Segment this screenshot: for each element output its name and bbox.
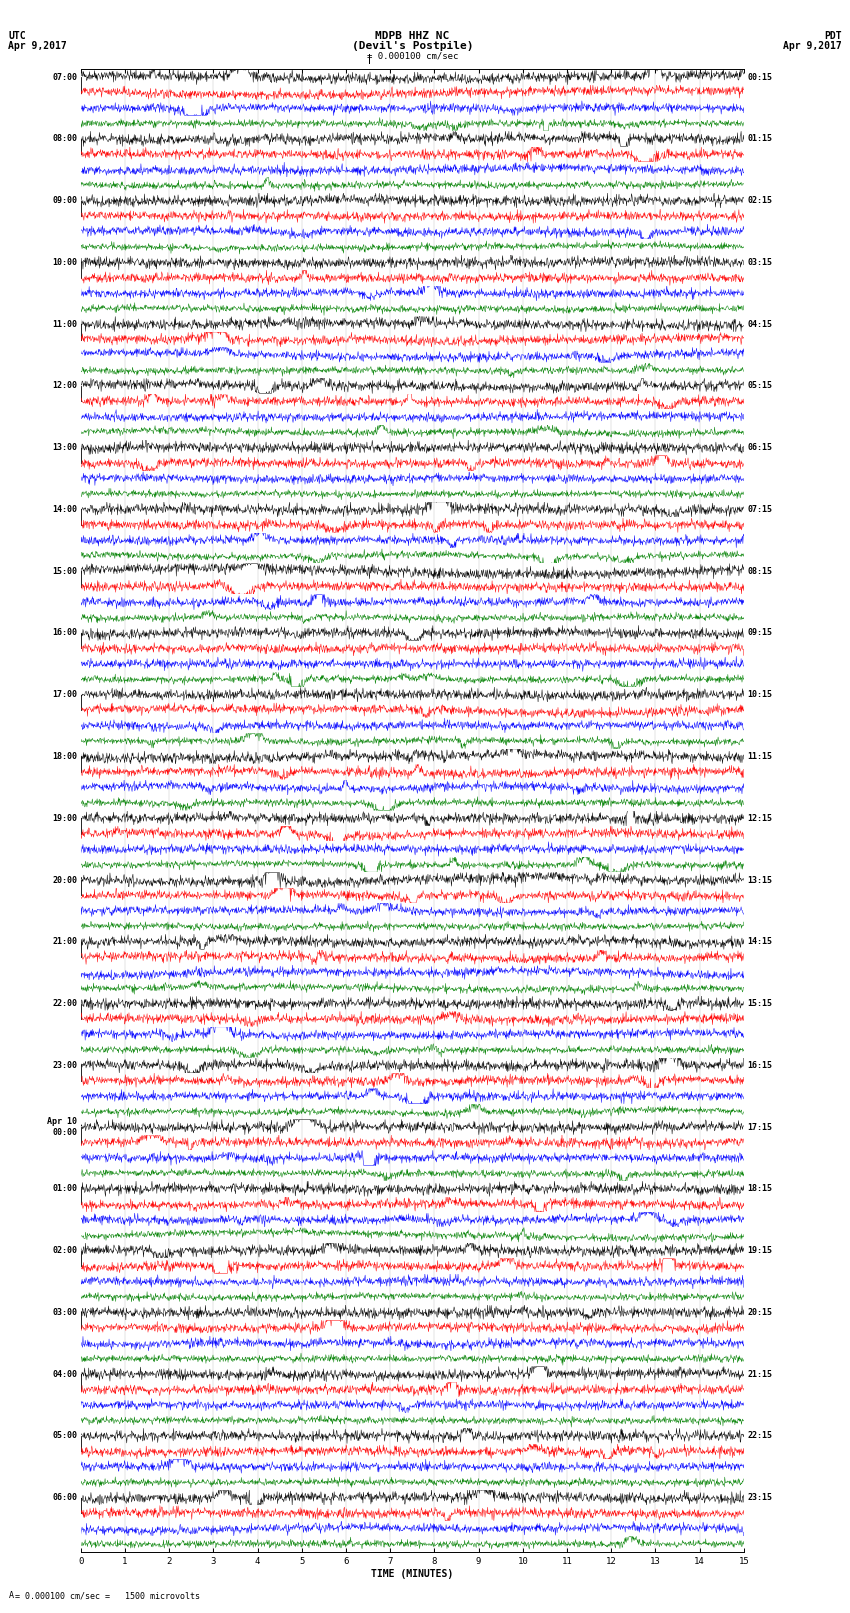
Text: 16:15: 16:15 bbox=[747, 1061, 772, 1069]
Text: 22:00: 22:00 bbox=[53, 998, 77, 1008]
Text: 09:00: 09:00 bbox=[53, 197, 77, 205]
Text: PDT: PDT bbox=[824, 31, 842, 40]
Text: 03:00: 03:00 bbox=[53, 1308, 77, 1316]
Text: 12:15: 12:15 bbox=[747, 813, 772, 823]
Text: 23:00: 23:00 bbox=[53, 1061, 77, 1069]
Text: A: A bbox=[8, 1590, 14, 1600]
Text: 03:15: 03:15 bbox=[747, 258, 772, 266]
Text: 09:15: 09:15 bbox=[747, 629, 772, 637]
Text: 17:15: 17:15 bbox=[747, 1123, 772, 1132]
Text: = 0.000100 cm/sec =   1500 microvolts: = 0.000100 cm/sec = 1500 microvolts bbox=[15, 1590, 201, 1600]
Text: Apr 9,2017: Apr 9,2017 bbox=[783, 40, 842, 50]
Text: 01:15: 01:15 bbox=[747, 134, 772, 144]
Text: 10:00: 10:00 bbox=[53, 258, 77, 266]
Text: = 0.000100 cm/sec: = 0.000100 cm/sec bbox=[366, 52, 458, 60]
Text: 07:00: 07:00 bbox=[53, 73, 77, 82]
Text: 18:00: 18:00 bbox=[53, 752, 77, 761]
Text: 21:15: 21:15 bbox=[747, 1369, 772, 1379]
Text: 01:00: 01:00 bbox=[53, 1184, 77, 1194]
Text: 13:00: 13:00 bbox=[53, 444, 77, 452]
Text: MDPB HHZ NC: MDPB HHZ NC bbox=[375, 31, 450, 40]
Text: 18:15: 18:15 bbox=[747, 1184, 772, 1194]
Text: 14:00: 14:00 bbox=[53, 505, 77, 515]
Text: 15:15: 15:15 bbox=[747, 998, 772, 1008]
Text: 11:00: 11:00 bbox=[53, 319, 77, 329]
Text: 20:00: 20:00 bbox=[53, 876, 77, 884]
Text: (Devil's Postpile): (Devil's Postpile) bbox=[352, 40, 473, 50]
Text: 00:15: 00:15 bbox=[747, 73, 772, 82]
Text: 13:15: 13:15 bbox=[747, 876, 772, 884]
Text: 08:00: 08:00 bbox=[53, 134, 77, 144]
Text: 17:00: 17:00 bbox=[53, 690, 77, 698]
Text: 23:15: 23:15 bbox=[747, 1494, 772, 1502]
Text: 02:15: 02:15 bbox=[747, 197, 772, 205]
Text: 19:00: 19:00 bbox=[53, 813, 77, 823]
Text: 14:15: 14:15 bbox=[747, 937, 772, 947]
Text: 22:15: 22:15 bbox=[747, 1431, 772, 1440]
Text: UTC: UTC bbox=[8, 31, 26, 40]
Text: 21:00: 21:00 bbox=[53, 937, 77, 947]
Text: 15:00: 15:00 bbox=[53, 566, 77, 576]
Text: 20:15: 20:15 bbox=[747, 1308, 772, 1316]
Text: Apr 9,2017: Apr 9,2017 bbox=[8, 40, 67, 50]
Text: 11:15: 11:15 bbox=[747, 752, 772, 761]
Text: 08:15: 08:15 bbox=[747, 566, 772, 576]
Text: 19:15: 19:15 bbox=[747, 1247, 772, 1255]
Text: 05:15: 05:15 bbox=[747, 381, 772, 390]
Text: 05:00: 05:00 bbox=[53, 1431, 77, 1440]
Text: 07:15: 07:15 bbox=[747, 505, 772, 515]
Text: 04:00: 04:00 bbox=[53, 1369, 77, 1379]
Text: 04:15: 04:15 bbox=[747, 319, 772, 329]
Text: TIME (MINUTES): TIME (MINUTES) bbox=[371, 1569, 453, 1579]
Text: 10:15: 10:15 bbox=[747, 690, 772, 698]
Text: 16:00: 16:00 bbox=[53, 629, 77, 637]
Text: 06:15: 06:15 bbox=[747, 444, 772, 452]
Text: 02:00: 02:00 bbox=[53, 1247, 77, 1255]
Text: Apr 10
00:00: Apr 10 00:00 bbox=[48, 1118, 77, 1137]
Text: 12:00: 12:00 bbox=[53, 381, 77, 390]
Text: 06:00: 06:00 bbox=[53, 1494, 77, 1502]
